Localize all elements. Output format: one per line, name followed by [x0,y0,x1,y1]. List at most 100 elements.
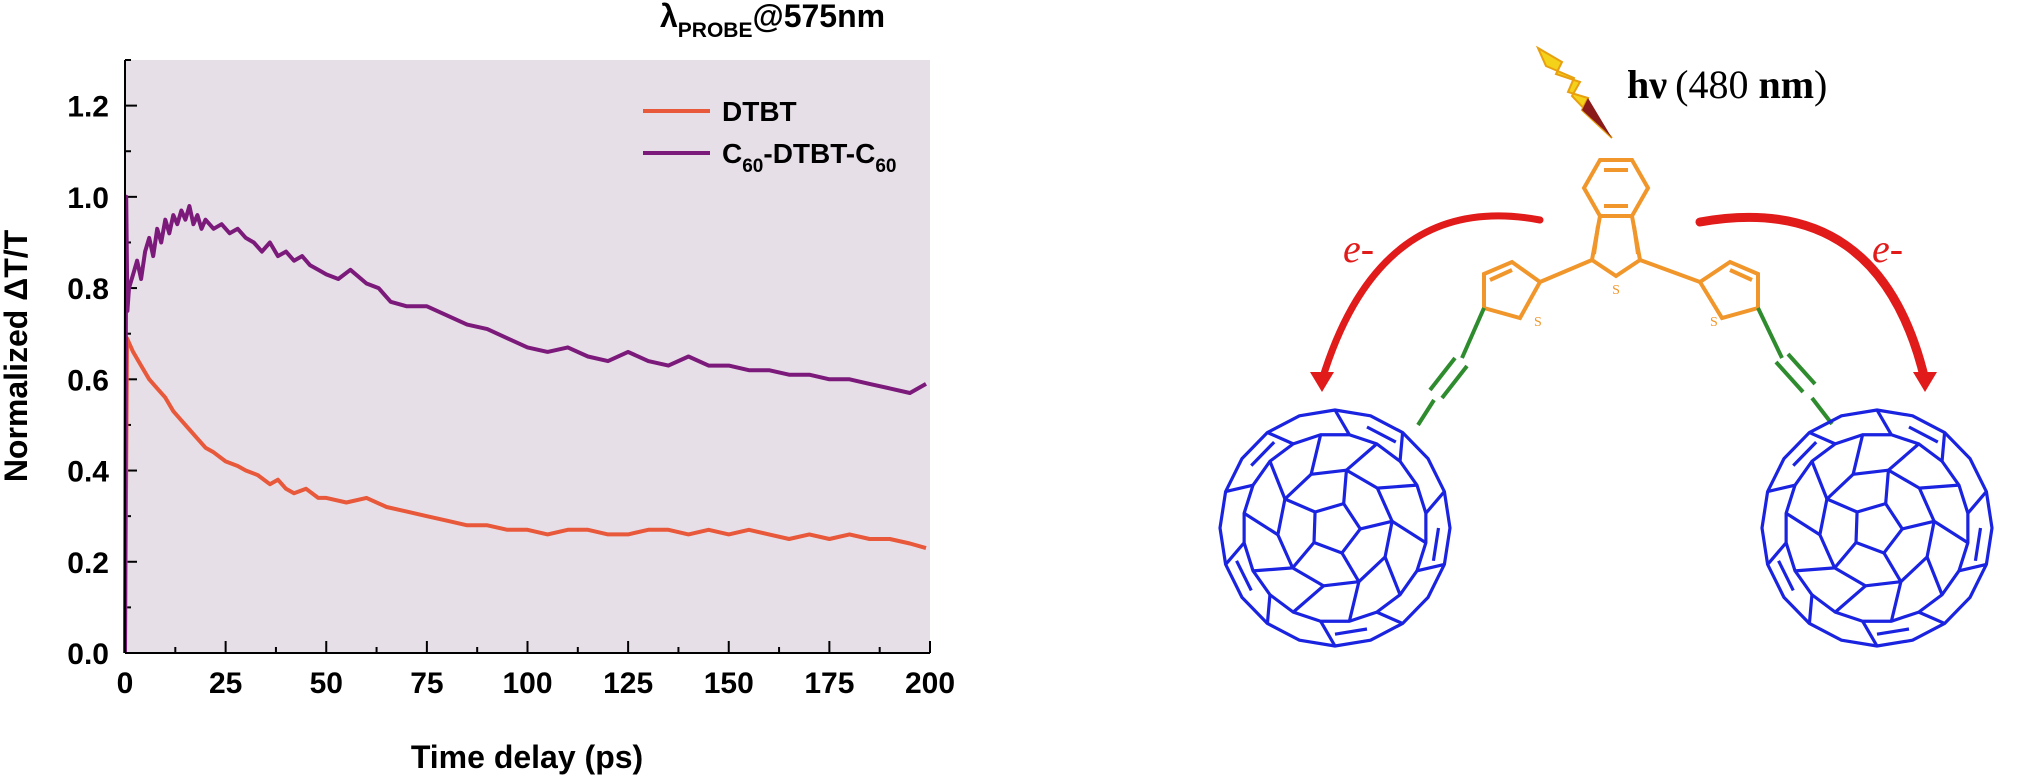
series-line-c60-dtbt-c60 [123,194,927,654]
fullerene-bond [1342,470,1349,504]
fullerene-bond [1887,442,1920,472]
fullerene-bond [1810,460,1829,500]
x-tick-label: 100 [502,667,552,700]
fullerene-bond [1766,541,1788,566]
fullerene-bond [1333,409,1351,436]
fullerene-left [1218,408,1452,648]
fullerene-double-bond [1366,425,1397,444]
fullerene-bond [1359,519,1393,531]
molecular-scheme: hν (480 nm) e- e- S S [1218,45,1994,648]
chart: λPROBE@575nm 0 25 50 75 100 125 150 175 200 0.00… [0,0,955,775]
fullerene-bond [1252,566,1293,573]
fullerene-outline [1760,408,1994,648]
fullerene-bond [1940,432,1947,462]
y-tick-label: 0.0 [67,638,109,671]
fullerene-bond [1340,552,1361,583]
legend-label-dtbt: DTBT [722,96,797,127]
fullerene-double-bond [1792,440,1818,467]
y-tick-label: 0.6 [67,364,109,397]
fullerene-bond [1243,511,1279,537]
fullerene-bond [1284,497,1316,514]
fullerene-double-bond [1250,440,1276,467]
fullerene-inner-ring [1276,468,1394,588]
series-layer [123,194,927,654]
light-label: hν (480 nm) [1627,62,1827,107]
fullerene-bond [1925,556,1944,596]
fullerene-bond [1345,442,1378,472]
chart-title: λPROBE@575nm [660,0,885,42]
electron-label-left: e- [1343,226,1374,271]
fullerene-bond [1919,483,1960,490]
fullerene-bond [1851,434,1865,475]
fullerene-bond [1875,409,1893,436]
fullerene-bond [1767,483,1796,494]
fullerene-bond [1834,584,1867,614]
fullerene-bond [1383,556,1402,596]
electron-arrow-left [1310,212,1544,392]
fullerene-double-bond [1334,627,1368,636]
fullerene-bond [1882,552,1903,583]
fullerene-double-bond [1876,627,1910,636]
fullerene-bond [1933,519,1969,545]
fullerene-double-bond [1908,425,1939,444]
fullerene-center-pentagon [1312,502,1362,555]
fullerene-center-pentagon [1854,502,1904,555]
y-tick-label: 1.2 [67,91,109,124]
fullerene-bond [1268,460,1287,500]
x-tick-label: 150 [704,667,754,700]
electron-label-right: e- [1872,226,1903,271]
x-tick-label: 125 [603,667,653,700]
fullerene-bond [1966,490,1988,515]
sulfur-label-right: S [1710,315,1718,330]
lightning-bolt-icon [1535,45,1613,139]
thiophene-left [1482,258,1593,321]
isothianaphthene-core [1581,158,1651,279]
fullerene-bond [1424,490,1446,515]
y-tick-label: 0.8 [67,273,109,306]
fullerene-bond [1958,562,1987,573]
fullerene-bond [1309,434,1323,475]
y-tick-label: 1.0 [67,182,109,215]
fullerene-inner-ring [1818,468,1936,588]
x-tick-label: 175 [804,667,854,700]
thiophene-right [1639,258,1760,321]
y-tick-label: 0.2 [67,547,109,580]
fullerene-bond [1807,594,1814,624]
fullerene-right [1760,408,1994,648]
fullerene-bond [1398,432,1405,462]
y-tick-labels: 0.0 0.2 0.4 0.6 0.8 1.0 1.2 [67,91,109,671]
fullerene-bond [1833,541,1858,569]
x-tick-label: 0 [117,667,134,700]
fullerene-bond [1826,497,1858,514]
fullerene-bond [1785,511,1821,537]
fullerene-bond [1377,483,1418,490]
fullerene-double-bond [1235,560,1253,592]
fullerene-bond [1225,483,1254,494]
series-line-dtbt [123,336,927,654]
fullerene-bond [1901,519,1935,531]
fullerene-bond [1265,594,1272,624]
x-tick-label: 25 [209,667,242,700]
alkyne-linker-right [1756,307,1834,426]
y-tick-label: 0.4 [67,456,109,489]
fullerene-bond [1889,581,1903,622]
fullerene-bond [1884,470,1891,504]
sulfur-label-left: S [1534,315,1542,330]
fullerene-bond [1391,519,1427,545]
fullerene-bond [1266,431,1294,446]
sulfur-label-core: S [1612,283,1620,298]
fullerene-bond [1347,581,1361,622]
fullerene-bond [1376,610,1404,625]
fullerene-bond [1794,566,1835,573]
fullerene-double-bond [1973,527,1983,562]
alkyne-linker-left [1416,307,1486,427]
electron-arrow-right [1695,212,1937,392]
lightning-bolt-tip [1582,98,1612,138]
axis-ticks [124,59,931,654]
fullerene-bond [1224,541,1246,566]
fullerene-double-bond [1777,560,1795,592]
fullerene-double-bond [1431,527,1441,562]
x-axis-title: Time delay (ps) [411,739,643,775]
x-tick-labels: 0 25 50 75 100 125 150 175 200 [117,667,955,700]
